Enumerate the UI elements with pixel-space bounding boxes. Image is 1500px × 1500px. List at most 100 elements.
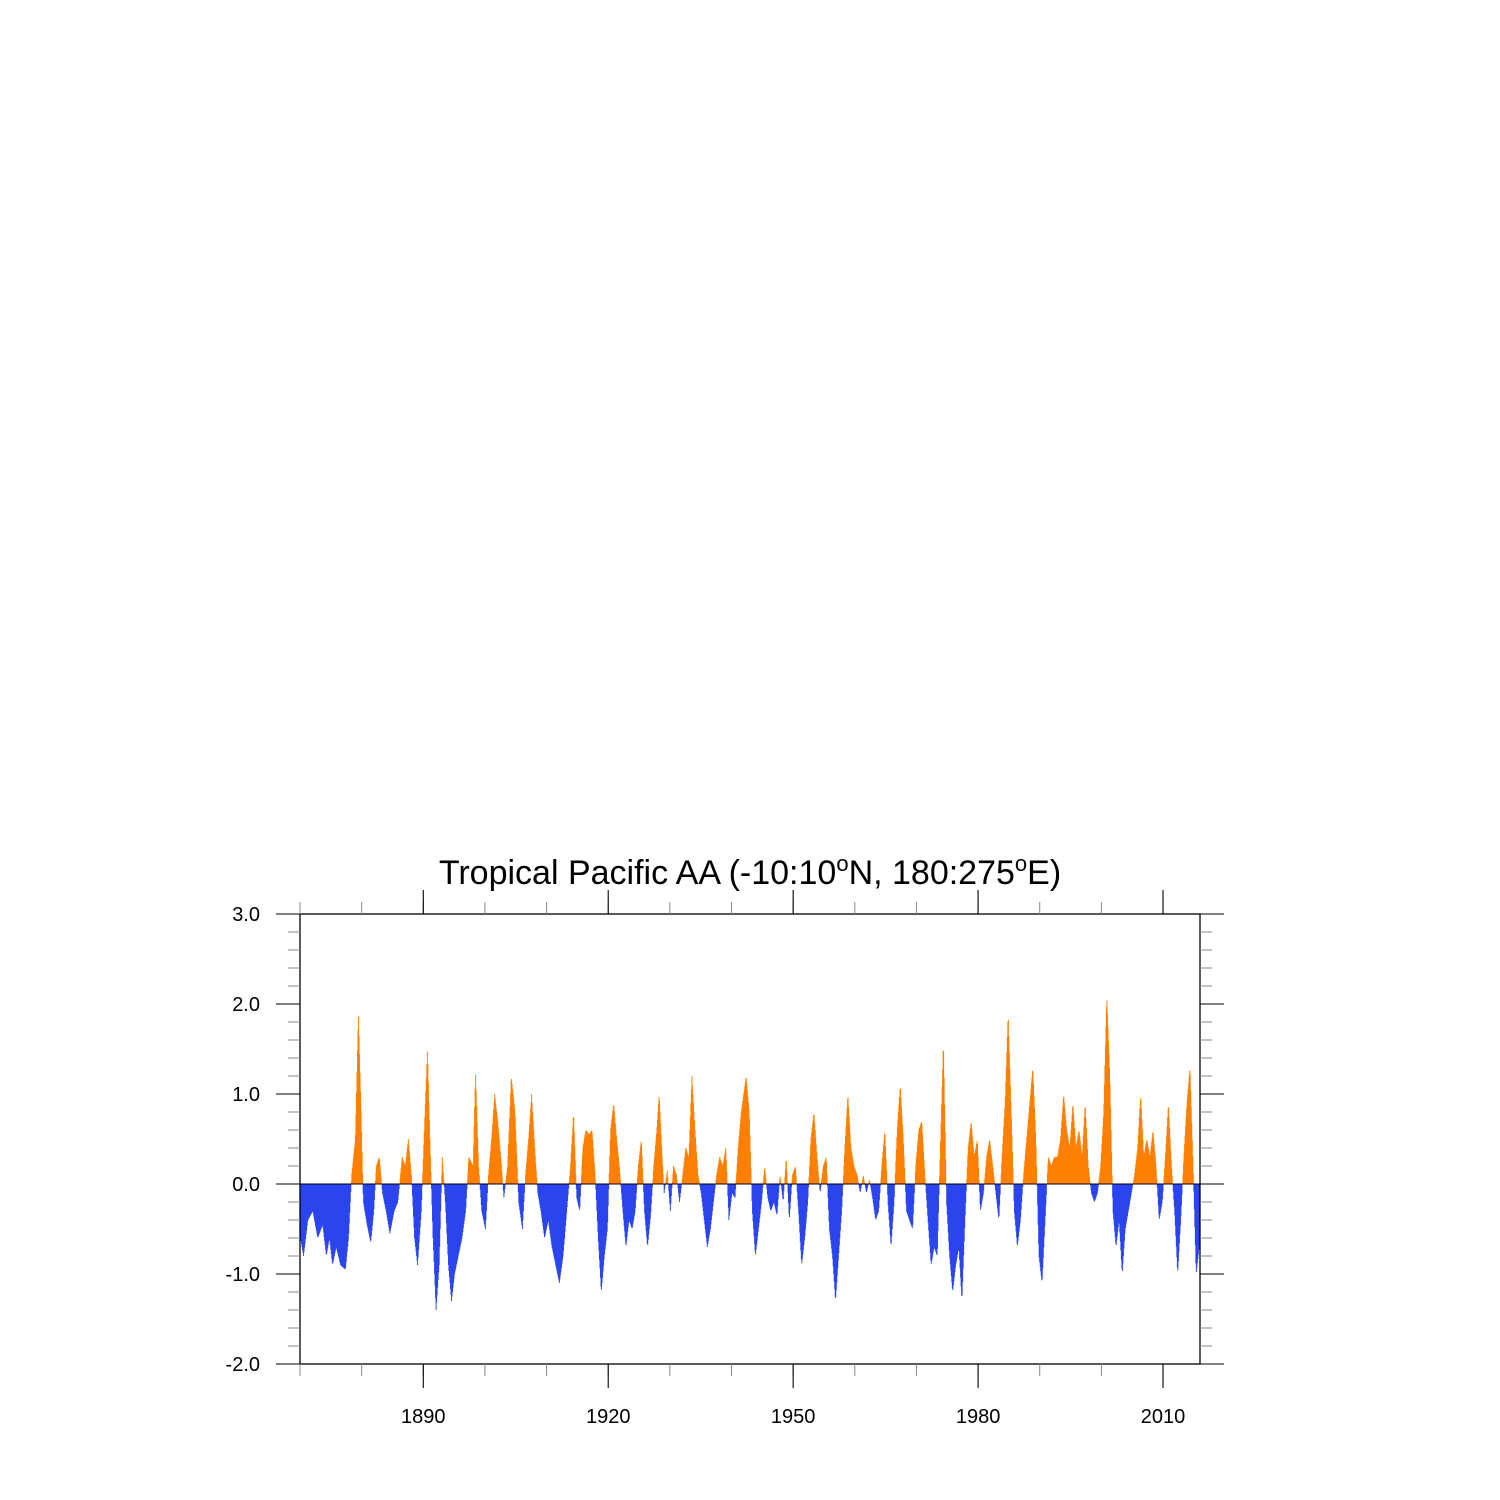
bar-1089 xyxy=(859,1184,861,1192)
bar-1121 xyxy=(875,1184,877,1218)
bar-1393 xyxy=(1015,1184,1017,1232)
bar-1741 xyxy=(1194,1184,1196,1228)
bar-872 xyxy=(747,1102,749,1184)
bar-821 xyxy=(721,1164,723,1184)
bar-67 xyxy=(334,1184,336,1254)
bar-1730 xyxy=(1188,1076,1190,1184)
bar-1530 xyxy=(1085,1128,1087,1184)
bar-838 xyxy=(730,1184,732,1202)
bar-418 xyxy=(514,1117,516,1184)
bar-1038 xyxy=(833,1184,835,1275)
bar-351 xyxy=(480,1184,482,1198)
bar-230 xyxy=(418,1184,420,1250)
bar-574 xyxy=(594,1179,596,1184)
bar-117 xyxy=(360,1091,362,1184)
bar-1532 xyxy=(1086,1149,1088,1184)
bar-299 xyxy=(453,1184,455,1279)
bar-951 xyxy=(788,1184,790,1214)
bar-1357 xyxy=(997,1184,999,1209)
bar-1744 xyxy=(1195,1184,1197,1273)
bar-39 xyxy=(320,1184,321,1231)
bar-695 xyxy=(657,1119,658,1184)
bar-405 xyxy=(508,1143,510,1184)
bar-174 xyxy=(389,1184,391,1234)
bar-766 xyxy=(693,1112,695,1184)
bar-979 xyxy=(802,1184,804,1250)
bar-705 xyxy=(662,1164,664,1184)
bar-945 xyxy=(785,1161,787,1184)
bar-781 xyxy=(701,1184,703,1198)
bar-45 xyxy=(323,1184,325,1233)
bar-676 xyxy=(647,1184,649,1245)
bar-667 xyxy=(642,1179,644,1184)
bar-737 xyxy=(678,1184,680,1198)
bar-259 xyxy=(433,1184,435,1251)
bar-1083 xyxy=(856,1174,858,1184)
bar-1519 xyxy=(1080,1145,1082,1184)
bar-154 xyxy=(379,1159,381,1184)
bar-1253 xyxy=(943,1077,945,1184)
bar-740 xyxy=(680,1184,682,1193)
bar-211 xyxy=(408,1145,410,1184)
bar-522 xyxy=(568,1184,570,1189)
bar-1553 xyxy=(1097,1184,1099,1187)
bar-1615 xyxy=(1129,1184,1131,1201)
bar-1395 xyxy=(1016,1184,1018,1244)
bar-1515 xyxy=(1078,1131,1080,1184)
bar-596 xyxy=(606,1184,608,1237)
bar-491 xyxy=(552,1184,554,1251)
bar-897 xyxy=(760,1184,762,1205)
bar-682 xyxy=(650,1184,652,1213)
bar-127 xyxy=(365,1184,367,1217)
bar-1067 xyxy=(848,1106,850,1184)
chart-title-part-1: Tropical Pacific AA (-10:10 xyxy=(439,854,836,892)
bar-1422 xyxy=(1030,1088,1032,1184)
bar-883 xyxy=(753,1184,755,1237)
bar-332 xyxy=(470,1161,472,1184)
chart-title: Tropical Pacific AA (-10:10oN, 180:275oE… xyxy=(439,851,1061,892)
bar-1039 xyxy=(833,1184,835,1282)
bar-459 xyxy=(535,1170,537,1184)
bar-1598 xyxy=(1120,1184,1122,1260)
bar-743 xyxy=(681,1179,683,1184)
bar-1381 xyxy=(1009,1069,1011,1184)
bar-101 xyxy=(351,1167,353,1184)
bar-1188 xyxy=(910,1184,912,1224)
bar-704 xyxy=(661,1155,663,1184)
bar-924 xyxy=(774,1184,776,1208)
bar-587 xyxy=(601,1184,603,1284)
bar-1224 xyxy=(928,1184,930,1239)
bar-1079 xyxy=(854,1168,856,1184)
bar-757 xyxy=(688,1143,690,1184)
bar-1095 xyxy=(862,1176,864,1184)
bar-221 xyxy=(413,1184,415,1228)
bar-499 xyxy=(556,1184,558,1271)
bar-192 xyxy=(398,1184,400,1190)
bar-1008 xyxy=(817,1171,819,1184)
bar-24 xyxy=(312,1184,314,1211)
bar-288 xyxy=(447,1184,449,1266)
bar-894 xyxy=(759,1184,761,1219)
bar-455 xyxy=(533,1139,535,1184)
bar-286 xyxy=(446,1184,448,1245)
bar-70 xyxy=(335,1184,337,1248)
bar-899 xyxy=(761,1184,763,1194)
bar-124 xyxy=(363,1184,365,1207)
bar-247 xyxy=(426,1051,428,1184)
y-tick-label: 1.0 xyxy=(232,1084,260,1106)
bar-1558 xyxy=(1100,1162,1102,1184)
bar-1223 xyxy=(928,1184,930,1231)
bar-861 xyxy=(742,1100,744,1184)
bar-1722 xyxy=(1184,1135,1186,1184)
bar-1616 xyxy=(1130,1184,1132,1198)
bar-1159 xyxy=(895,1161,897,1184)
bar-78 xyxy=(340,1184,342,1265)
bar-1500 xyxy=(1070,1129,1072,1184)
bar-1462 xyxy=(1051,1165,1052,1184)
bar-1667 xyxy=(1156,1178,1158,1184)
bar-132 xyxy=(367,1184,369,1231)
bar-815 xyxy=(718,1160,720,1184)
bar-689 xyxy=(653,1157,655,1184)
bar-1379 xyxy=(1008,1036,1010,1184)
bar-214 xyxy=(409,1163,411,1184)
